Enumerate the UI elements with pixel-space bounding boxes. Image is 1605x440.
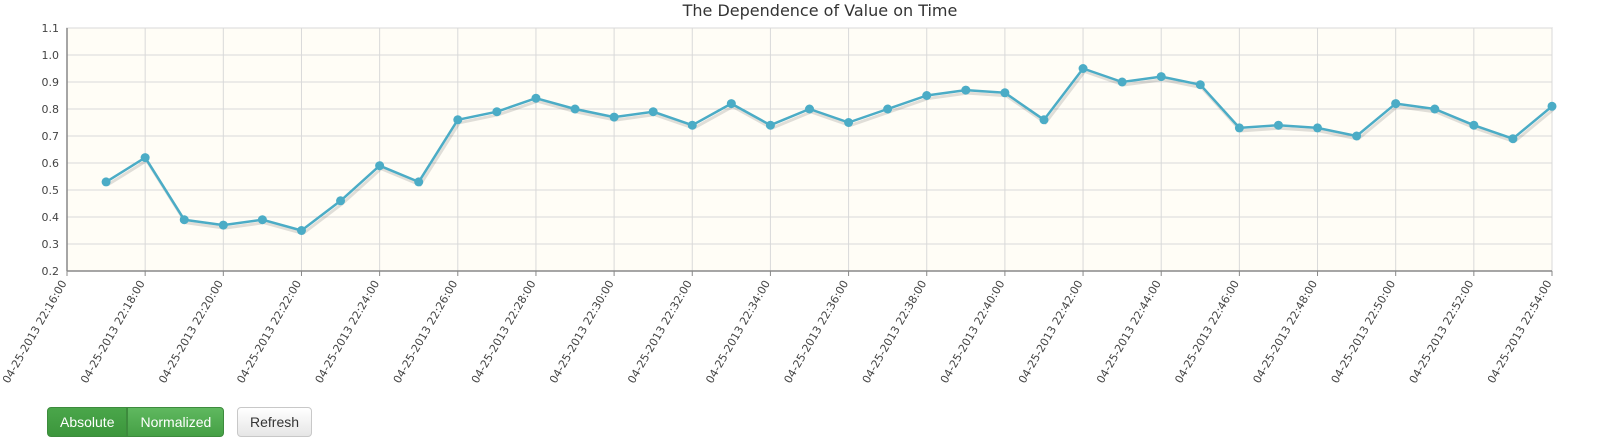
- x-tick-label: 04-25-2013 22:30:00: [547, 278, 617, 386]
- y-tick-label: 1.1: [42, 22, 60, 35]
- y-tick-label: 0.3: [42, 238, 60, 251]
- data-point: [844, 118, 854, 127]
- y-tick-label: 0.6: [42, 157, 60, 170]
- data-point: [1195, 80, 1205, 90]
- data-point: [687, 120, 697, 130]
- data-point: [1313, 123, 1323, 133]
- data-point: [296, 226, 306, 235]
- y-tick-label: 1.0: [42, 49, 60, 62]
- data-point: [336, 196, 346, 206]
- data-point: [1078, 64, 1088, 73]
- x-tick-label: 04-25-2013 22:46:00: [1172, 278, 1242, 386]
- x-tick-label: 04-25-2013 22:48:00: [1250, 278, 1320, 386]
- data-point: [1117, 77, 1127, 87]
- data-point: [1547, 101, 1557, 111]
- x-tick-label: 04-25-2013 22:44:00: [1094, 278, 1164, 386]
- data-point: [570, 104, 580, 114]
- y-tick-label: 0.2: [42, 265, 60, 278]
- line-chart: The Dependence of Value on Time 0.20.30.…: [0, 1, 1557, 386]
- data-point: [531, 93, 541, 103]
- data-point: [1000, 88, 1010, 98]
- data-point: [805, 104, 814, 114]
- plot-background: [66, 27, 1553, 272]
- refresh-button-label: Refresh: [250, 414, 300, 430]
- x-tick-label: 04-25-2013 22:24:00: [313, 278, 383, 386]
- data-point: [1156, 72, 1166, 82]
- absolute-button[interactable]: Absolute: [47, 407, 128, 437]
- mode-toggle-group: Absolute Normalized: [47, 407, 225, 437]
- x-tick-label: 04-25-2013 22:28:00: [469, 278, 539, 386]
- data-point: [218, 220, 228, 230]
- y-tick-label: 0.5: [42, 184, 60, 197]
- x-tick-label: 04-25-2013 22:40:00: [938, 278, 1008, 386]
- data-point: [609, 112, 619, 122]
- x-tick-label: 04-25-2013 22:54:00: [1485, 278, 1555, 386]
- data-point: [648, 107, 658, 117]
- data-point: [1273, 120, 1283, 130]
- x-tick-label: 04-25-2013 22:22:00: [234, 278, 304, 386]
- data-point: [726, 99, 736, 109]
- data-point: [961, 85, 971, 95]
- x-tick-label: 04-25-2013 22:26:00: [391, 278, 461, 386]
- data-point: [257, 215, 267, 225]
- series-line: [105, 67, 1553, 232]
- series-line-shadow: [106, 69, 1555, 236]
- data-point: [1039, 115, 1049, 125]
- data-point: [922, 91, 932, 100]
- refresh-button[interactable]: Refresh: [237, 407, 313, 437]
- x-tick-label: 04-25-2013 22:36:00: [782, 278, 852, 386]
- plot-area: [66, 27, 1553, 272]
- x-tick-label: 04-25-2013 22:16:00: [0, 278, 70, 386]
- data-point: [883, 104, 893, 114]
- x-tick-label: 04-25-2013 22:18:00: [78, 278, 148, 386]
- normalized-button[interactable]: Normalized: [127, 407, 225, 437]
- x-tick-label: 04-25-2013 22:38:00: [860, 278, 930, 386]
- data-point: [1469, 120, 1479, 130]
- data-point: [179, 215, 189, 225]
- normalized-button-label: Normalized: [140, 414, 212, 430]
- y-axis: 0.2 0.3 0.4 0.5 0.6 0.7 0.8 0.9 1.0 1.1: [42, 22, 68, 278]
- data-point: [765, 120, 775, 130]
- x-tick-label: 04-25-2013 22:52:00: [1407, 278, 1477, 386]
- y-tick-label: 0.8: [42, 103, 60, 116]
- chart-title: The Dependence of Value on Time: [682, 1, 958, 20]
- data-point: [1508, 134, 1518, 144]
- data-point: [453, 115, 463, 125]
- data-point: [414, 177, 424, 187]
- data-point: [140, 153, 150, 163]
- series-values: [101, 64, 1557, 236]
- x-tick-label: 04-25-2013 22:34:00: [703, 278, 773, 386]
- y-tick-label: 0.9: [42, 76, 60, 89]
- data-point: [1391, 99, 1401, 109]
- data-point: [1352, 131, 1362, 141]
- data-point: [1430, 104, 1440, 114]
- y-tick-label: 0.7: [42, 130, 60, 143]
- data-point: [101, 177, 111, 187]
- absolute-button-label: Absolute: [60, 414, 115, 430]
- data-point: [492, 107, 502, 117]
- x-tick-label: 04-25-2013 22:50:00: [1329, 278, 1399, 386]
- x-tick-label: 04-25-2013 22:42:00: [1016, 278, 1086, 386]
- data-point: [375, 161, 385, 171]
- y-tick-label: 0.4: [42, 211, 60, 224]
- x-axis: 04-25-2013 22:16:00 04-25-2013 22:18:00 04…: [0, 270, 1555, 386]
- x-tick-label: 04-25-2013 22:20:00: [156, 278, 226, 386]
- data-point: [1234, 123, 1244, 133]
- x-tick-label: 04-25-2013 22:32:00: [625, 278, 695, 386]
